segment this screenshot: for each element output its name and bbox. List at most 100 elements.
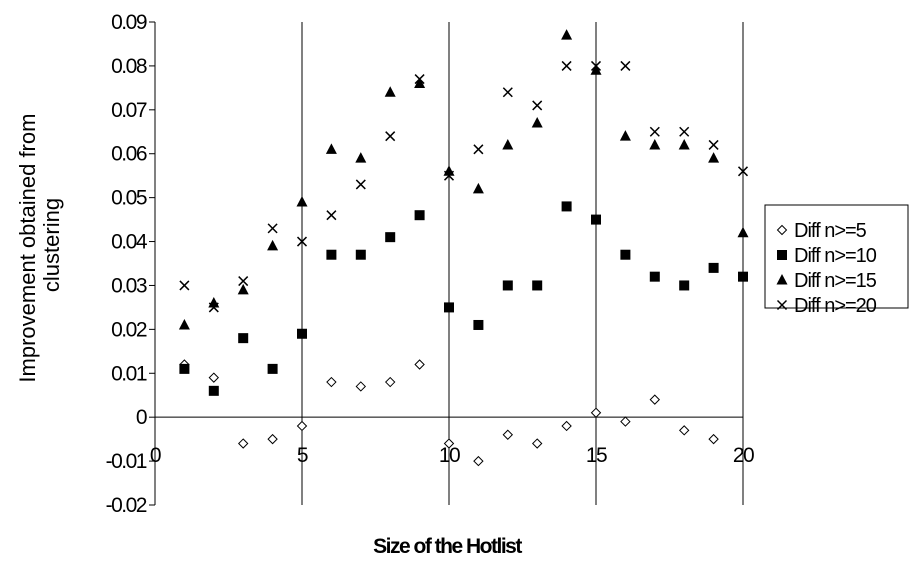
series-3 <box>178 29 749 330</box>
point-square-filled <box>414 210 425 221</box>
legend-item-4: Diff n>=20 <box>776 295 878 317</box>
point-square-filled <box>738 271 748 282</box>
point-square-filled <box>708 262 719 273</box>
y-tick-label: 0 <box>136 406 147 429</box>
y-tick-label: -0.01 <box>106 450 147 473</box>
point-triangle-filled <box>561 29 573 40</box>
point-triangle-filled <box>296 196 308 207</box>
y-axis-title-line-2: clustering <box>39 198 64 292</box>
y-tick-label: 0.03 <box>111 274 147 297</box>
x-tick-label: 10 <box>439 444 460 467</box>
x-tick-label: 5 <box>297 444 308 467</box>
point-diamond-open <box>502 429 514 440</box>
y-tick-label: 0.02 <box>111 318 147 341</box>
point-diamond-open <box>296 420 308 432</box>
y-tick-label: 0.01 <box>111 362 147 385</box>
y-axis-title: Improvement obtained from clustering <box>15 107 64 382</box>
point-diamond-open <box>678 425 690 436</box>
y-tick-labels: -0.02 -0.01 0 0.01 0.02 0.03 0.04 0.05 0.06 0.07 0… <box>106 11 155 517</box>
point-square-filled <box>385 232 396 243</box>
y-tick-label: 0.08 <box>111 55 147 78</box>
point-square-filled <box>179 363 190 374</box>
x-tick-label: 0 <box>150 444 161 467</box>
legend-item-2: Diff n>=10 <box>777 245 878 267</box>
point-square-filled <box>502 280 513 291</box>
point-x <box>296 236 308 247</box>
legend-marker-square-filled <box>777 250 787 260</box>
point-square-filled <box>267 363 278 374</box>
point-x <box>179 280 190 291</box>
point-square-filled <box>679 280 690 291</box>
y-axis-title-line-1: Improvement obtained from <box>15 114 40 383</box>
point-x <box>708 139 719 150</box>
point-square-filled <box>238 333 249 344</box>
legend-marker-x <box>776 299 788 311</box>
point-triangle-filled <box>267 239 279 251</box>
point-x <box>208 302 219 313</box>
point-x <box>355 179 366 190</box>
point-triangle-filled <box>237 283 249 295</box>
point-square-filled <box>561 201 572 212</box>
point-x <box>502 87 513 98</box>
point-triangle-filled <box>325 143 337 154</box>
point-x <box>473 144 484 155</box>
point-diamond-open <box>531 438 543 449</box>
legend-marker-diamond-open <box>776 224 788 236</box>
point-x <box>443 170 455 181</box>
point-diamond-open <box>561 420 572 432</box>
point-diamond-open <box>267 433 278 445</box>
point-triangle-filled <box>384 86 396 97</box>
x-tick-label: 15 <box>586 444 607 467</box>
x-tick-label: 20 <box>733 444 754 467</box>
point-diamond-open <box>443 438 455 449</box>
y-tick-label: 0.06 <box>111 143 147 166</box>
point-square-filled <box>326 249 337 260</box>
point-x <box>385 131 396 142</box>
point-square-filled <box>355 249 366 260</box>
point-triangle-filled <box>178 318 190 330</box>
point-triangle-filled <box>502 138 514 150</box>
legend-label: Diff n>=15 <box>794 270 877 292</box>
x-tick-labels: 0 5 10 15 20 <box>150 417 755 467</box>
point-triangle-filled <box>619 130 631 141</box>
point-triangle-filled <box>443 165 455 176</box>
point-diamond-open <box>649 394 661 405</box>
point-triangle-filled <box>531 116 543 128</box>
point-diamond-open <box>708 433 719 445</box>
legend-marker-triangle-filled <box>776 274 788 285</box>
series-2 <box>179 201 748 396</box>
point-diamond-open <box>590 407 602 418</box>
point-diamond-open <box>414 359 425 370</box>
y-tick-label: 0.07 <box>111 99 147 122</box>
point-x <box>590 60 602 71</box>
legend-item-1: Diff n>=5 <box>776 220 868 242</box>
point-triangle-filled <box>414 77 426 88</box>
point-triangle-filled <box>708 152 720 163</box>
point-diamond-open <box>208 372 220 383</box>
x-axis-title: Size of the Hotlist <box>373 535 522 558</box>
point-square-filled <box>649 271 660 282</box>
point-x <box>649 126 660 137</box>
point-triangle-filled <box>649 138 661 150</box>
point-x <box>326 210 337 221</box>
point-x <box>238 276 249 287</box>
point-triangle-filled <box>678 138 690 150</box>
point-square-filled <box>208 385 219 396</box>
legend-label: Diff n>=5 <box>794 220 867 242</box>
series-4 <box>179 60 749 313</box>
vertical-gridlines <box>301 22 744 505</box>
point-triangle-filled <box>208 297 220 308</box>
point-x <box>561 60 572 71</box>
point-square-filled <box>297 328 307 339</box>
legend-label: Diff n>=20 <box>794 295 877 317</box>
y-tick-label: 0.04 <box>111 231 148 254</box>
point-diamond-open <box>355 381 367 392</box>
point-diamond-open <box>237 438 249 449</box>
point-triangle-filled <box>355 152 367 163</box>
point-diamond-open <box>620 416 631 427</box>
legend-box <box>764 204 909 309</box>
point-square-filled <box>620 249 631 260</box>
point-square-filled <box>473 319 484 330</box>
point-diamond-open <box>384 376 396 388</box>
